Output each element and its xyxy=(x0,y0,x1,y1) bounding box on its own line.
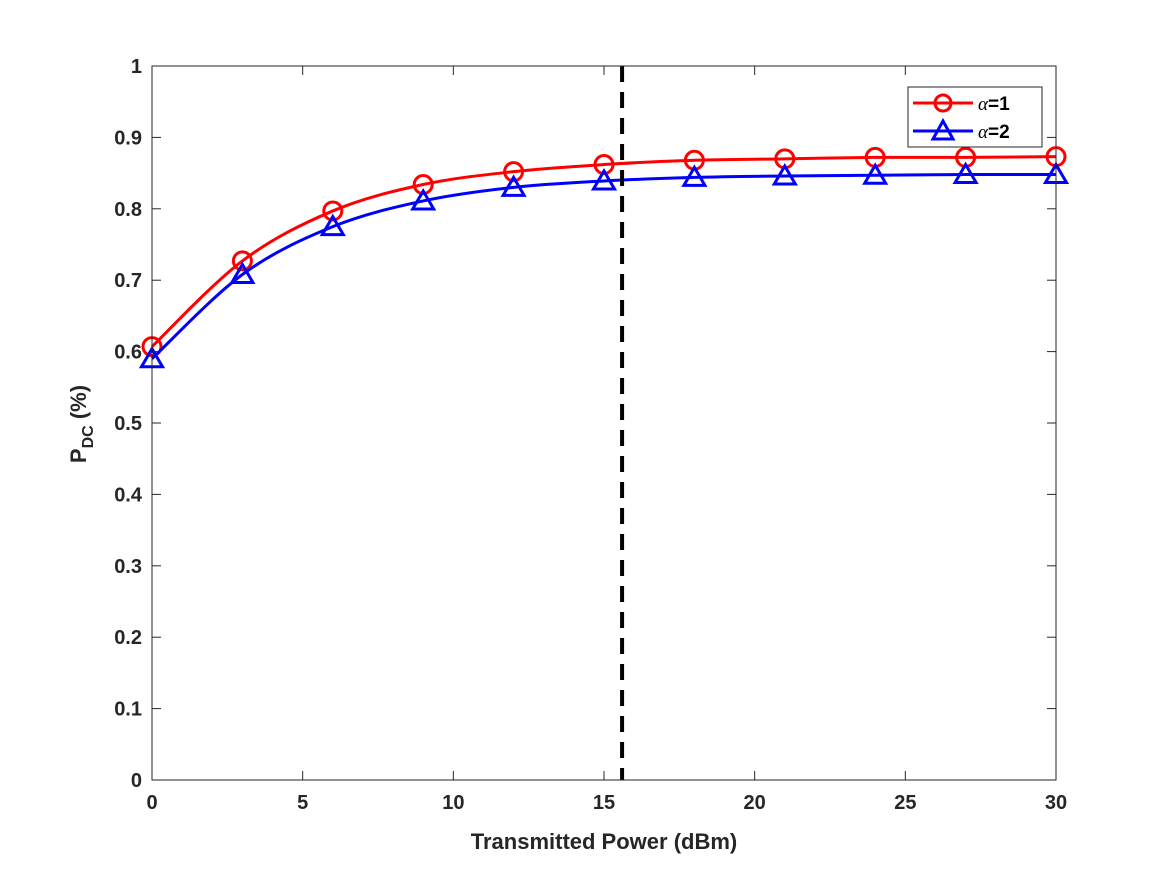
data-point-circle xyxy=(231,250,253,272)
y-tick-label: 0.1 xyxy=(114,699,142,721)
data-point-triangle xyxy=(952,161,979,185)
legend-box xyxy=(907,86,1043,148)
y-tick-label: 0.8 xyxy=(114,199,142,221)
y-axis-label: PDC (%) xyxy=(66,385,97,463)
y-axis-label-subscript: DC xyxy=(80,425,97,449)
legend-marker-circle xyxy=(933,93,953,113)
y-axis-ticks: 0 0.1 0.2 0.3 0.4 0.5 0.6 0.7 0.8 0.9 1 xyxy=(114,56,1056,792)
data-point-triangle xyxy=(590,167,618,191)
y-tick-label: 0.3 xyxy=(114,556,142,578)
plot-area xyxy=(152,66,1056,780)
x-tick-label: 30 xyxy=(1045,792,1067,814)
legend-marker-triangle xyxy=(930,117,956,141)
y-tick-label: 0.6 xyxy=(114,342,142,364)
data-point-triangle xyxy=(500,174,527,197)
y-axis-label-main: P xyxy=(66,448,91,463)
legend-entry-alpha1: α=1 xyxy=(913,93,1010,115)
x-tick-label: 0 xyxy=(146,792,157,814)
series-line xyxy=(150,155,1057,348)
x-tick-label: 20 xyxy=(744,792,766,814)
y-tick-label: 0.5 xyxy=(114,413,142,435)
series-lines xyxy=(138,146,1070,369)
data-point-triangle xyxy=(771,162,798,186)
legend-label-alpha2: α=2 xyxy=(978,122,1010,143)
y-tick-label: 0.9 xyxy=(114,127,142,149)
x-tick-label: 5 xyxy=(297,792,308,814)
legend-label-alpha1: α=1 xyxy=(978,94,1010,115)
x-tick-label: 10 xyxy=(442,792,464,814)
series-2 xyxy=(138,161,1070,369)
y-tick-label: 0.4 xyxy=(114,484,143,506)
y-tick-label: 0 xyxy=(131,770,142,792)
y-tick-label: 0.7 xyxy=(114,270,142,292)
plot-frame xyxy=(151,65,1057,781)
y-axis-label-unit: (%) xyxy=(66,385,91,425)
legend: α=1 α=2 xyxy=(907,86,1043,148)
data-point-triangle xyxy=(319,213,346,237)
data-point-circle xyxy=(503,161,525,183)
data-point-triangle xyxy=(410,187,437,211)
legend-entry-alpha2: α=2 xyxy=(913,117,1010,143)
data-point-circle xyxy=(322,200,344,222)
y-tick-label: 0.2 xyxy=(114,627,142,649)
x-tick-label: 25 xyxy=(894,792,916,814)
data-point-triangle xyxy=(229,261,256,284)
data-point-triangle xyxy=(862,162,889,185)
x-axis-label: Transmitted Power (dBm) xyxy=(471,829,737,854)
data-point-triangle xyxy=(681,164,708,187)
x-tick-label: 15 xyxy=(593,792,615,814)
y-tick-label: 1 xyxy=(131,56,142,78)
